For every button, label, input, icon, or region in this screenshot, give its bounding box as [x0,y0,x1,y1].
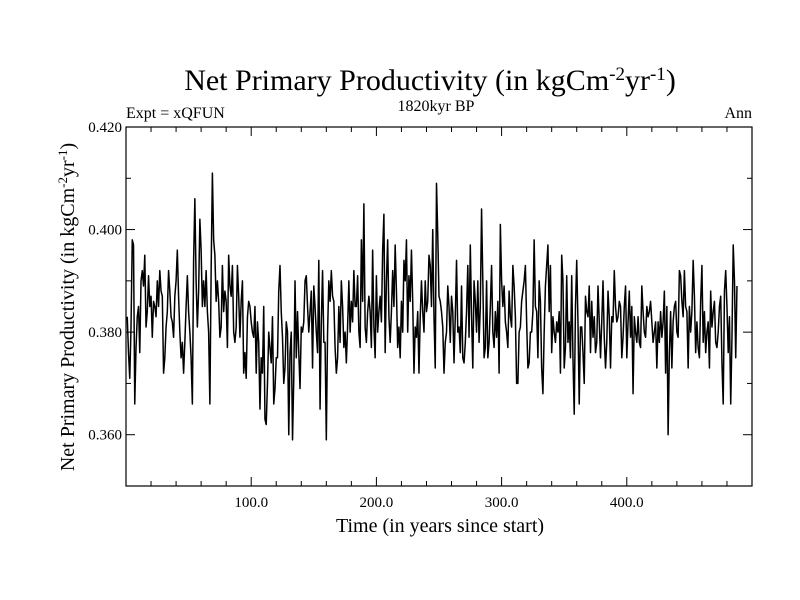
y-tick-label: 0.400 [88,223,122,239]
chart-subtitle: 1820kyr BP [398,98,475,115]
x-tick-label: 400.0 [610,495,644,511]
season-label: Ann [724,105,752,122]
x-axis-label: Time (in years since start) [336,515,544,537]
y-axis-label: Net Primary Productivity (in kgCm-2yr-1) [55,143,80,471]
y-tick-label: 0.380 [88,325,122,341]
x-tick-label: 300.0 [485,495,519,511]
y-tick-label: 0.420 [88,120,122,136]
y-tick-label: 0.360 [88,428,122,444]
chart-title: Net Primary Productivity (in kgCm-2yr-1) [184,64,676,98]
tick-labels: 100.0 200.0 300.0 400.0 0.360 0.380 0.400 0.420 [88,120,643,511]
x-tick-label: 100.0 [234,495,268,511]
series-line [126,172,738,441]
x-tick-label: 200.0 [360,495,394,511]
series-group [126,172,738,441]
experiment-label: Expt = xQFUN [126,105,225,122]
axis-ticks [126,127,752,486]
plot-frame [125,126,753,487]
